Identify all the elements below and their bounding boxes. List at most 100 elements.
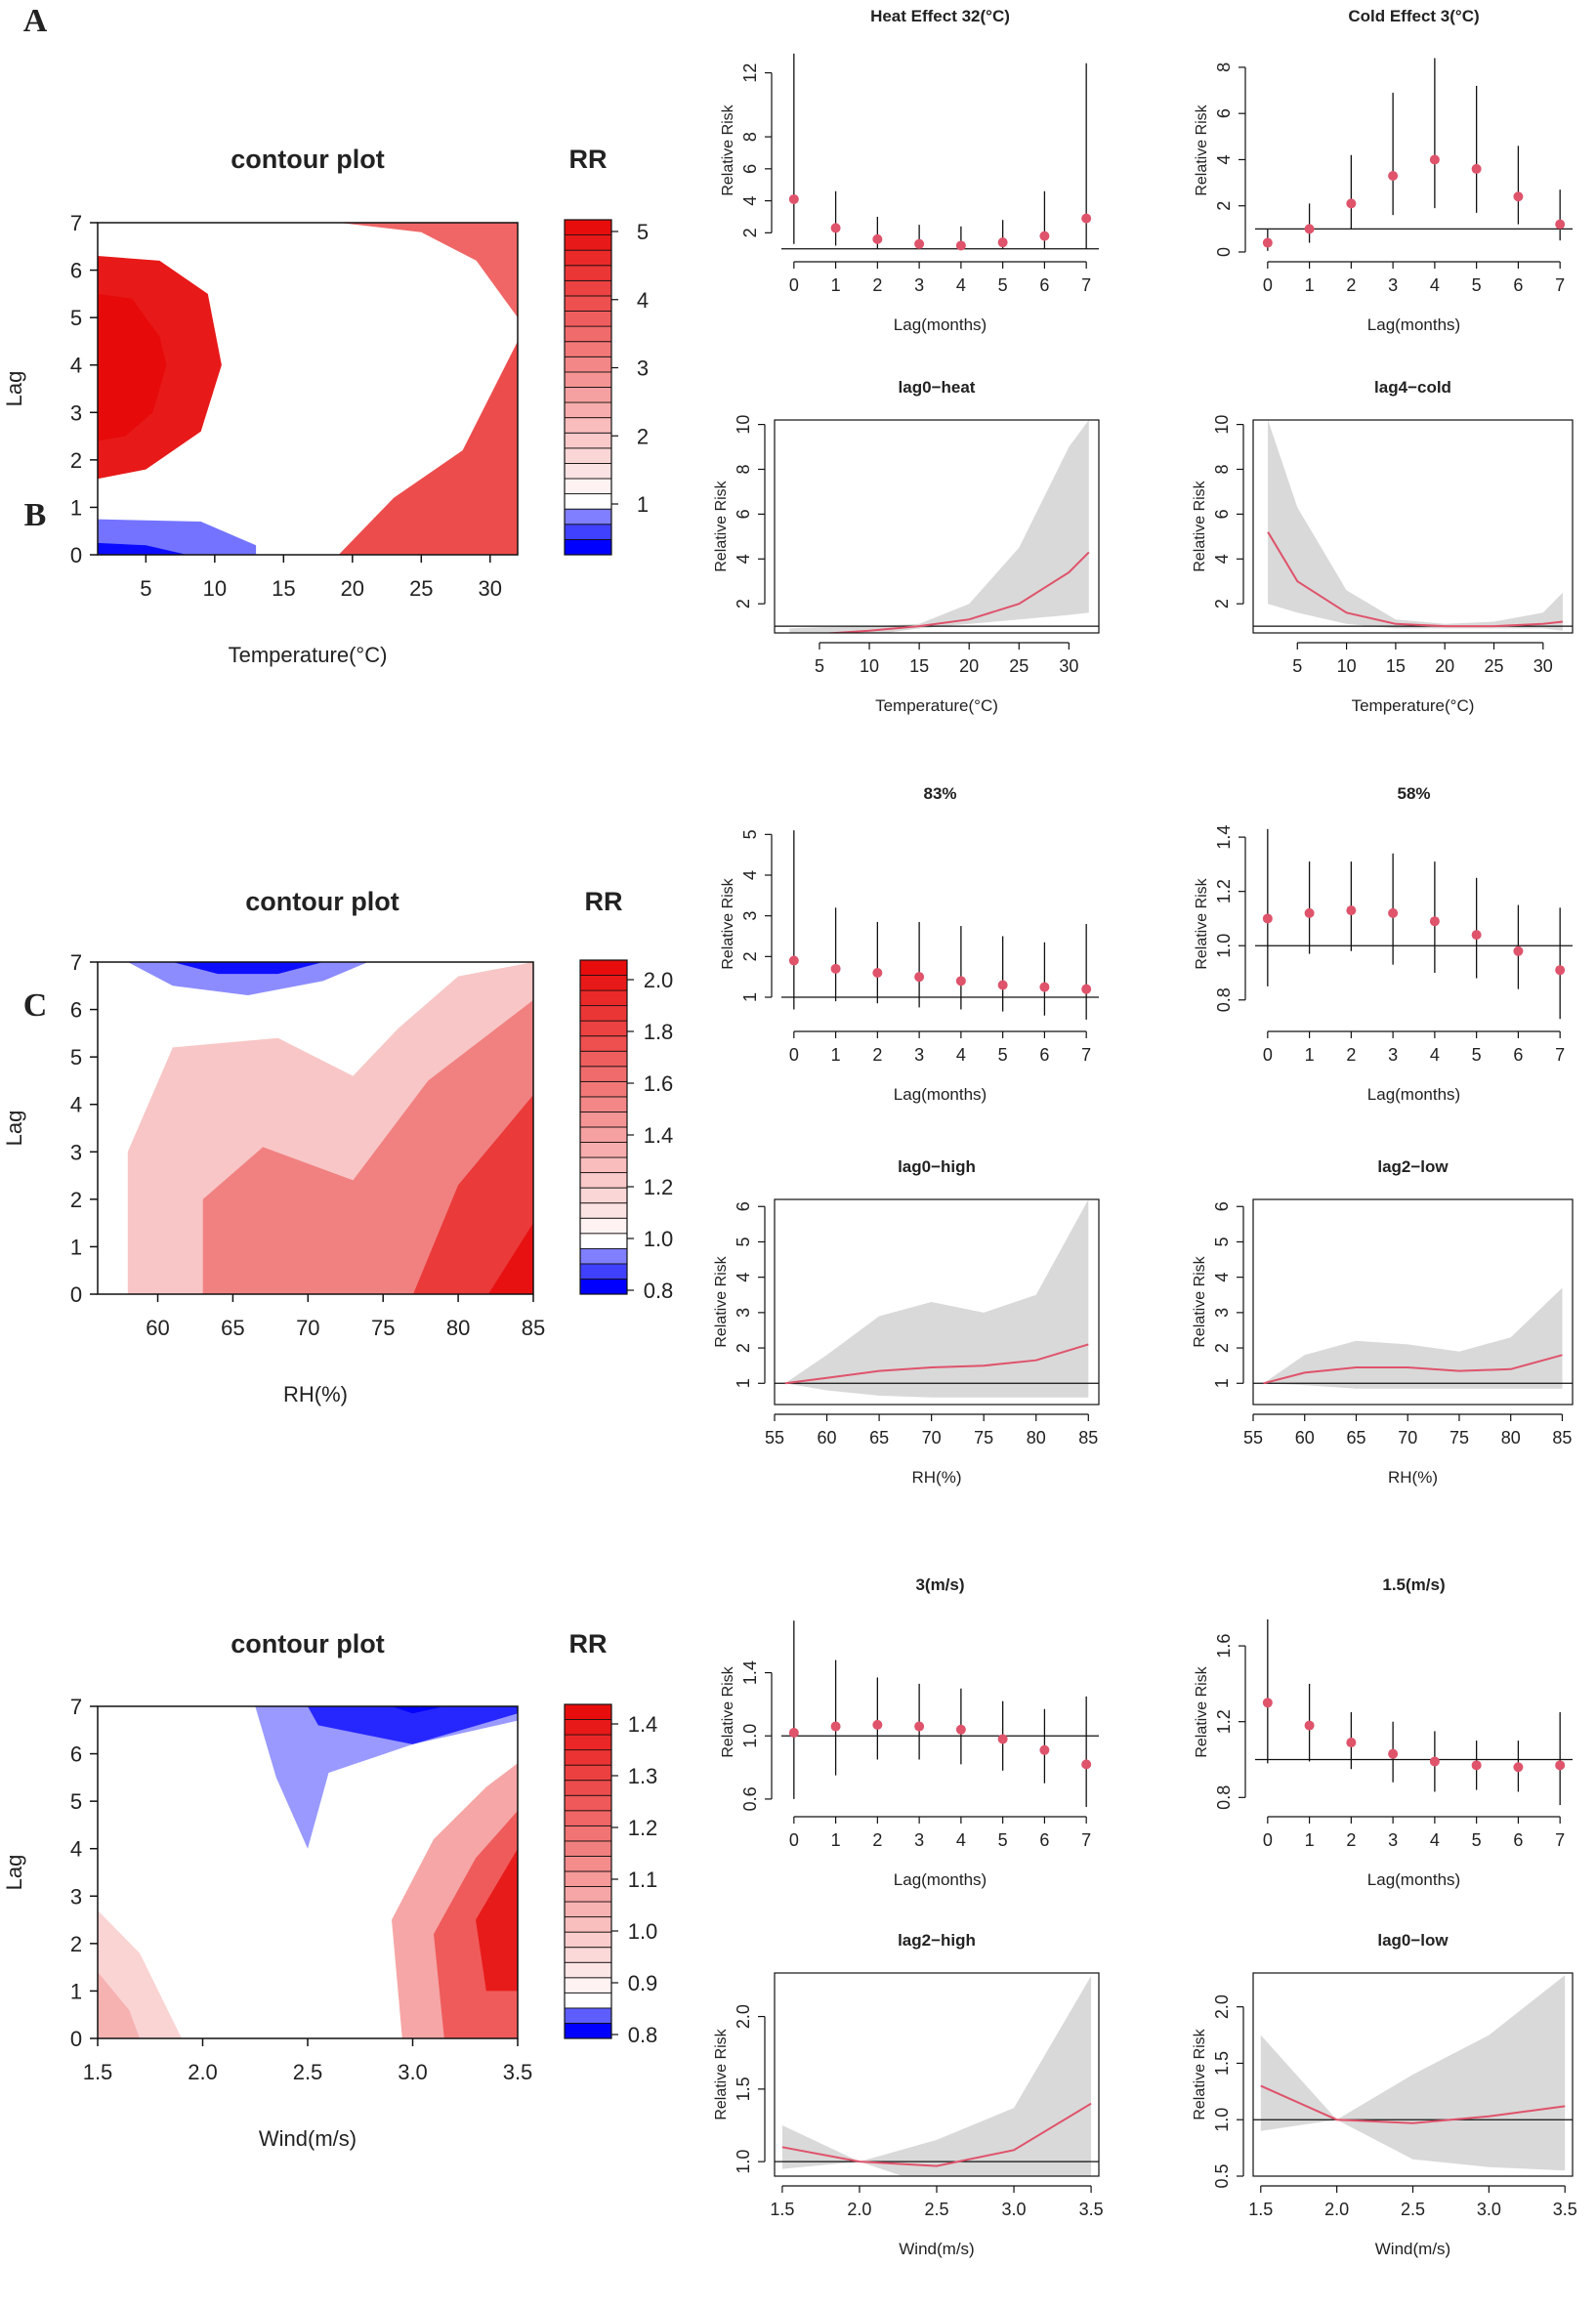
y-tick-label: 6 [70, 998, 82, 1023]
small-plot-xlabel: Wind(m/s) [899, 2240, 974, 2258]
legend-tick-label: 1.4 [628, 1712, 658, 1737]
plot-inner [775, 1976, 1099, 2176]
panel-letter: A [23, 3, 48, 39]
y-tick-label: 1 [70, 1979, 82, 2003]
contour-region-1 [98, 293, 167, 441]
x-tick-label: 0 [789, 1830, 799, 1850]
legend-swatch [564, 1901, 612, 1918]
small-plot-bottom_left: lag2−high 1.5 2.0 2.5 3.0 3.5 1.0 1.5 2.0 Wind(m/… [713, 1931, 1104, 2258]
x-tick-label: 3 [914, 1830, 924, 1850]
y-tick-label: 1.4 [740, 1660, 760, 1685]
x-tick-label: 2.0 [188, 2060, 218, 2084]
y-tick-label: 1 [70, 1235, 82, 1259]
x-tick-label: 15 [909, 656, 929, 676]
data-point [997, 980, 1008, 990]
y-tick-label: 4 [1212, 554, 1232, 564]
data-point [1262, 237, 1273, 248]
x-tick-label: 75 [974, 1428, 993, 1448]
contour-region-3 [98, 1909, 182, 2038]
data-point [872, 233, 883, 244]
y-tick-label: 5 [1212, 1237, 1232, 1246]
y-tick-label: 3 [734, 1308, 753, 1318]
small-plot-bottom_right: lag4−cold 5 10 15 20 25 30 2 4 6 8 10 Temperature(°C… [1192, 378, 1574, 715]
legend-tick-label: 1.1 [628, 1867, 658, 1892]
legend-tick-label: 1.2 [628, 1816, 658, 1840]
y-tick-label: 1.0 [740, 1724, 760, 1748]
x-tick-label: 30 [1533, 656, 1553, 676]
legend-colorbar: RR 1 2 3 4 5 [564, 145, 649, 556]
contour-ylabel: Lag [2, 1855, 26, 1891]
legend-swatch [564, 2023, 612, 2039]
x-tick-label: 6 [1039, 275, 1049, 295]
x-tick-label: 2.0 [1324, 2200, 1349, 2219]
contour-region-4 [98, 1972, 140, 2038]
x-tick-label: 2 [1346, 275, 1356, 295]
legend-swatch [564, 279, 612, 297]
y-tick-label: 4 [70, 1837, 82, 1862]
x-tick-label: 1 [831, 1045, 841, 1065]
y-tick-label: 2 [734, 599, 753, 608]
y-tick-label: 1 [734, 1378, 753, 1388]
x-tick-label: 80 [446, 1316, 470, 1340]
estimate-curve [784, 1343, 1089, 1385]
legend-swatch [564, 325, 612, 343]
x-tick-label: 1.5 [1248, 2200, 1273, 2219]
small-plot-ylabel: Relative Risk [1192, 2028, 1208, 2119]
small-plot-bottom_right: lag2−low 55 60 65 70 75 80 85 1 2 3 4 5 6 RH(%) Relativ… [1192, 1157, 1574, 1487]
legend-swatch [564, 1931, 612, 1949]
y-tick-label: 0 [70, 1282, 82, 1307]
legend-frame [564, 1703, 612, 2039]
small-plot-title: Cold Effect 3(°C) [1348, 7, 1479, 25]
legend-swatch [564, 478, 612, 495]
y-tick-label: 5 [70, 306, 82, 330]
x-tick-label: 0 [789, 1045, 799, 1065]
legend-swatch [564, 1749, 612, 1766]
small-plot-xlabel: Lag(months) [1367, 1870, 1460, 1889]
legend-swatch [564, 1870, 612, 1887]
x-tick-label: 5 [815, 656, 824, 676]
y-tick-label: 1 [70, 495, 82, 520]
y-tick-label: 7 [70, 211, 82, 235]
small-plot-ylabel: Relative Risk [720, 877, 736, 969]
x-tick-label: 20 [959, 656, 979, 676]
legend-tick-label: 1.3 [628, 1764, 658, 1788]
x-tick-label: 2 [872, 1045, 882, 1065]
small-plot-ylabel: Relative Risk [1194, 877, 1210, 969]
x-tick-label: 75 [1449, 1428, 1469, 1448]
legend-swatch [579, 1202, 628, 1219]
small-plot-xlabel: Lag(months) [894, 315, 987, 334]
data-point [955, 1724, 966, 1735]
x-tick-label: 2.0 [847, 2200, 871, 2219]
legend-swatch [564, 356, 612, 373]
plot-frame [1252, 419, 1574, 634]
x-tick-label: 30 [1059, 656, 1078, 676]
data-point [1039, 982, 1050, 992]
contour-fills [98, 1706, 518, 2038]
small-plot-xlabel: Lag(months) [1367, 1085, 1460, 1104]
legend-swatch [564, 1703, 612, 1720]
y-tick-label: 1.2 [1214, 879, 1234, 903]
y-tick-label: 8 [734, 464, 753, 474]
contour-title: contour plot [231, 1629, 384, 1658]
y-tick-label: 6 [734, 509, 753, 519]
y-tick-label: 2.0 [734, 2004, 753, 2029]
legend-swatch [564, 1961, 612, 1979]
panel-letter: B [24, 497, 47, 533]
data-point [1081, 984, 1092, 994]
legend-swatch [564, 295, 612, 312]
data-point [1429, 916, 1440, 927]
x-tick-label: 2.5 [293, 2060, 323, 2084]
legend-swatch [579, 1247, 628, 1265]
data-point [1304, 1720, 1315, 1731]
x-tick-label: 60 [1295, 1428, 1315, 1448]
small-plot-xlabel: RH(%) [912, 1468, 962, 1487]
x-tick-label: 5 [998, 1830, 1008, 1850]
contour-region-7 [476, 1848, 518, 1992]
plot-inner [1253, 1975, 1573, 2171]
estimate-curve [1263, 1354, 1563, 1385]
x-tick-label: 5 [1472, 1830, 1482, 1850]
legend-tick-label: 0.8 [628, 2023, 658, 2047]
small-plot-xlabel: Temperature(°C) [875, 696, 998, 715]
legend-title: RR [569, 1629, 608, 1658]
small-plot-xlabel: Lag(months) [894, 1870, 987, 1889]
